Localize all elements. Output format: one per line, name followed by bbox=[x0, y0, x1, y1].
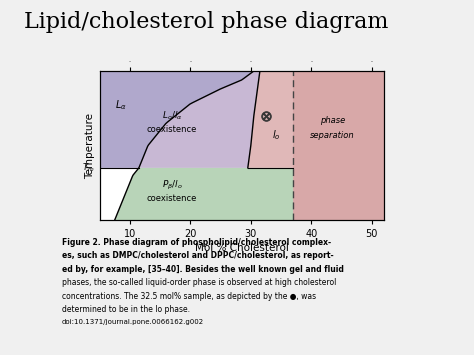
X-axis label: Mol % Cholesterol: Mol % Cholesterol bbox=[195, 243, 289, 253]
Text: determined to be in the lo phase.: determined to be in the lo phase. bbox=[62, 305, 190, 314]
Y-axis label: Temperature: Temperature bbox=[85, 113, 95, 179]
Text: Figure 2. Phase diagram of phospholipid/cholesterol complex-: Figure 2. Phase diagram of phospholipid/… bbox=[62, 238, 331, 247]
Text: concentrations. The 32.5 mol% sample, as depicted by the ●, was: concentrations. The 32.5 mol% sample, as… bbox=[62, 292, 316, 301]
Text: separation: separation bbox=[310, 131, 355, 140]
Text: phases, the so-called liquid-order phase is observed at high cholesterol: phases, the so-called liquid-order phase… bbox=[62, 278, 336, 287]
Polygon shape bbox=[139, 71, 260, 168]
Polygon shape bbox=[100, 71, 254, 168]
Polygon shape bbox=[100, 168, 293, 220]
Text: Lipid/cholesterol phase diagram: Lipid/cholesterol phase diagram bbox=[24, 11, 388, 33]
Text: es, such as DMPC/cholesterol and DPPC/cholesterol, as report-: es, such as DMPC/cholesterol and DPPC/ch… bbox=[62, 251, 333, 260]
Polygon shape bbox=[293, 71, 384, 220]
Text: doi:10.1371/journal.pone.0066162.g002: doi:10.1371/journal.pone.0066162.g002 bbox=[62, 319, 204, 325]
Text: $L_\alpha$: $L_\alpha$ bbox=[115, 98, 127, 112]
Text: coexistence: coexistence bbox=[147, 194, 197, 203]
Text: $l_o$: $l_o$ bbox=[272, 128, 281, 142]
Text: $L_o/l_\alpha$: $L_o/l_\alpha$ bbox=[162, 110, 182, 122]
Text: $T_m$: $T_m$ bbox=[82, 162, 95, 174]
Text: coexistence: coexistence bbox=[147, 125, 197, 134]
Text: ed by, for example, [35–40]. Besides the well known gel and fluid: ed by, for example, [35–40]. Besides the… bbox=[62, 265, 344, 274]
Polygon shape bbox=[248, 71, 293, 168]
Text: $P_\beta/l_o$: $P_\beta/l_o$ bbox=[162, 179, 182, 192]
Text: phase: phase bbox=[320, 116, 345, 125]
